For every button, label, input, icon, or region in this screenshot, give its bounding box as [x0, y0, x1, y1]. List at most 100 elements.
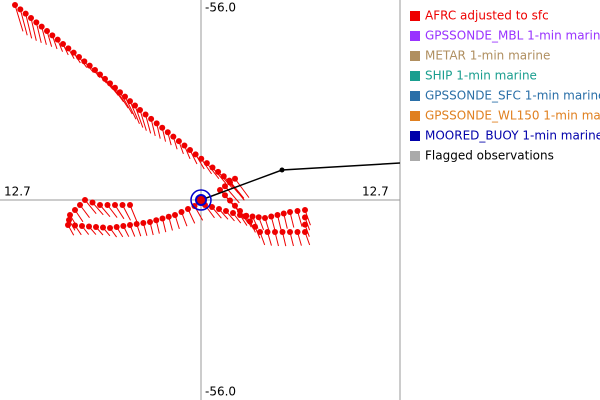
obs-dot	[112, 84, 118, 91]
obs-dot	[172, 212, 178, 218]
obs-dot	[86, 62, 93, 69]
obs-dot	[232, 175, 238, 182]
obs-dot	[127, 98, 133, 105]
obs-dot	[81, 58, 88, 65]
obs-dot	[302, 229, 308, 235]
obs-dot	[222, 183, 228, 190]
legend: AFRC adjusted to sfc GPSSONDE_MBL 1-min m…	[410, 9, 600, 163]
obs-dot	[302, 221, 308, 228]
obs-dot	[294, 208, 301, 214]
obs-dot	[44, 28, 50, 34]
obs-dot	[12, 2, 18, 8]
legend-swatch	[410, 31, 420, 41]
obs-dot	[198, 155, 205, 162]
legend-label: Flagged observations	[425, 149, 554, 163]
obs-dot	[294, 229, 301, 235]
obs-dot	[257, 229, 263, 235]
wind-barb	[145, 114, 152, 134]
wind-barb	[109, 83, 124, 103]
wind-barb	[30, 17, 37, 41]
legend-swatch	[410, 111, 420, 121]
obs-dot	[67, 212, 73, 218]
observations	[12, 2, 311, 247]
obs-dot	[279, 229, 286, 235]
axis-label-left: 12.7	[4, 185, 31, 199]
legend-label: METAR 1-min marine	[425, 49, 550, 63]
legend-swatch	[410, 91, 420, 101]
obs-dot	[230, 210, 236, 216]
legend-swatch	[410, 51, 420, 61]
obs-dot	[107, 225, 113, 231]
obs-dot	[60, 41, 66, 47]
obs-dot	[119, 202, 126, 208]
wind-barb	[129, 204, 138, 222]
obs-dot	[217, 187, 223, 193]
obs-dot	[220, 173, 227, 180]
obs-dot	[178, 209, 185, 215]
wind-barb	[19, 9, 28, 36]
obs-dot	[164, 129, 171, 136]
obs-dot	[113, 224, 120, 230]
wind-barb	[224, 185, 240, 204]
obs-dot	[117, 89, 123, 96]
legend-label: GPSSONDE_SFC 1-min marine	[425, 89, 600, 103]
wind-barb	[139, 109, 147, 131]
wind-barb	[206, 162, 220, 179]
obs-dot	[104, 202, 111, 208]
obs-dot	[142, 111, 149, 118]
obs-dot	[70, 49, 77, 56]
obs-dot	[65, 45, 72, 52]
obs-dot	[268, 213, 275, 220]
obs-dot	[54, 36, 61, 43]
obs-dot	[72, 207, 78, 213]
wind-barb	[25, 13, 33, 39]
obs-dot	[97, 71, 103, 78]
obs-dot	[22, 10, 29, 17]
wind-barb	[104, 78, 119, 96]
legend-label: GPSSONDE_MBL 1-min marine	[425, 29, 600, 43]
obs-dot	[132, 102, 138, 109]
obs-dot	[28, 15, 34, 21]
obs-dot	[72, 222, 78, 229]
obs-dot	[209, 164, 216, 171]
obs-dot	[148, 115, 155, 122]
obs-dot	[127, 222, 133, 228]
legend-label: MOORED_BUOY 1-min marine	[425, 129, 600, 143]
legend-swatch	[410, 71, 420, 81]
obs-dot	[65, 222, 71, 228]
obs-dot	[255, 214, 262, 221]
obs-dot	[77, 202, 83, 208]
obs-dot	[102, 75, 108, 82]
obs-dot	[216, 206, 222, 212]
obs-dot	[170, 133, 177, 140]
obs-dot	[100, 224, 106, 231]
wind-barb	[35, 22, 42, 43]
wind-barb	[124, 96, 137, 120]
obs-dot	[262, 215, 268, 221]
obs-dot	[86, 223, 92, 230]
obs-dot	[192, 151, 199, 158]
obs-dot	[133, 221, 140, 227]
legend-swatch	[410, 11, 420, 21]
center-ring	[190, 189, 212, 211]
obs-dot	[66, 217, 72, 223]
obs-dot	[107, 80, 113, 87]
obs-dot	[302, 207, 308, 213]
obs-dot	[191, 203, 198, 209]
obs-dot	[120, 223, 127, 229]
obs-dot	[237, 208, 243, 214]
obs-dot	[33, 19, 40, 26]
center-obs	[197, 196, 205, 204]
obs-dot	[97, 202, 103, 208]
wind-barb	[14, 4, 24, 32]
obs-dot	[93, 224, 99, 230]
wind-barb	[234, 178, 250, 198]
obs-dot	[147, 219, 153, 225]
obs-dot	[280, 210, 287, 217]
obs-dot	[82, 197, 88, 203]
obs-dot	[274, 212, 281, 218]
obs-dot	[203, 160, 210, 167]
obs-dot	[209, 204, 215, 210]
legend-swatch	[410, 131, 420, 141]
